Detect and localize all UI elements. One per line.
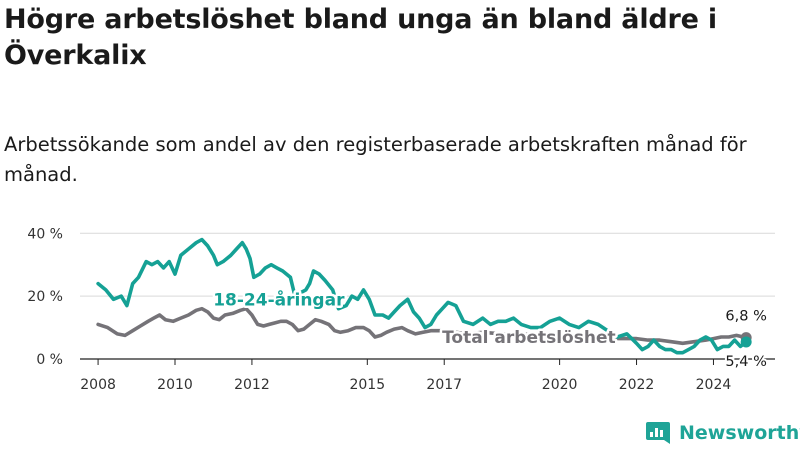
labels-layer: 18-24-åringar Total arbetslöshet 6,8 % 5,4 … — [211, 286, 769, 372]
x-tick-label: 2012 — [234, 377, 270, 393]
end-value-label: 5,4 % — [725, 354, 766, 370]
brand-name: Newsworthy — [679, 422, 800, 444]
chart-grid: 0 % 20 % 40 % 2008 2010 2012 2015 2017 2020 2022 2… — [27, 226, 775, 393]
series-label: Total arbetslöshet — [442, 328, 616, 348]
x-tick-label: 2015 — [349, 377, 385, 393]
series-line-youth — [96, 237, 748, 355]
series-end-point — [740, 336, 752, 348]
newsworthy-logo-icon — [646, 422, 670, 444]
y-tick-label: 0 % — [36, 352, 63, 368]
x-tick-label: 2024 — [696, 377, 732, 393]
series-label: 18-24-åringar — [213, 288, 345, 310]
line-chart: 0 % 20 % 40 % 2008 2010 2012 2015 2017 2020 2022 2… — [27, 226, 775, 393]
chart-title: Högre arbetslöshet bland unga än bland ä… — [4, 4, 717, 71]
y-tick-label: 20 % — [27, 289, 63, 305]
x-tick-label: 2020 — [542, 377, 578, 393]
chart-subtitle: Arbetssökande som andel av den registerb… — [4, 133, 747, 186]
y-tick-label: 40 % — [27, 226, 63, 242]
x-tick-label: 2010 — [157, 377, 193, 393]
x-tick-label: 2008 — [80, 377, 116, 393]
series-layer — [96, 237, 752, 355]
end-value-label: 6,8 % — [725, 309, 766, 325]
brand-logo: Newsworthy — [645, 420, 800, 446]
x-tick-label: 2022 — [619, 377, 655, 393]
x-tick-label: 2017 — [426, 377, 462, 393]
series-line-total — [96, 306, 748, 346]
